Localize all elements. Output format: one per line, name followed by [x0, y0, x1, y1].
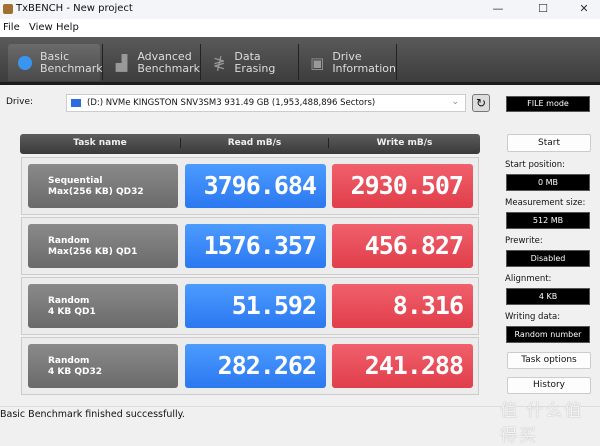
field-label: Start position:	[505, 160, 565, 170]
app-icon	[3, 4, 13, 14]
menu-bar: File View Help	[0, 19, 600, 37]
menu-file[interactable]: File	[3, 22, 20, 33]
header-write: Write mB/s	[328, 138, 480, 148]
watermark-logo: 值 什么值得买	[500, 401, 584, 446]
drive-icon: ▣	[310, 53, 325, 72]
table-row: Random 4 KB QD32 282.262 241.288	[21, 337, 479, 395]
header-task-name: Task name	[73, 138, 127, 148]
status-text: Basic Benchmark finished successfully.	[0, 409, 185, 420]
task-type: Random	[48, 236, 90, 246]
chevron-down-icon: ⌄	[451, 97, 459, 107]
tab-label: Benchmark	[40, 61, 103, 75]
stopwatch-icon	[18, 54, 32, 72]
field-label: Writing data:	[505, 312, 561, 322]
start-button[interactable]: Start	[507, 134, 591, 152]
menu-help[interactable]: Help	[56, 22, 79, 33]
tab-basic-benchmark[interactable]: Basic Benchmark	[8, 44, 103, 81]
write-speed: 241.288	[332, 344, 473, 388]
menu-view[interactable]: View	[29, 22, 53, 33]
task-type: Random	[48, 356, 90, 366]
tab-label: Data Erasing	[234, 49, 276, 75]
task-type: Sequential	[48, 176, 103, 186]
refresh-icon: ↻	[475, 96, 487, 110]
header-read: Read mB/s	[180, 138, 328, 148]
divider	[298, 44, 299, 80]
task-params: 4 KB QD1	[48, 307, 96, 317]
toolbar: Basic Benchmark ▟ Advanced Benchmark ≹ Dat…	[0, 37, 600, 85]
minimize-button[interactable]: —	[492, 2, 504, 15]
drive-select[interactable]: (D:) NVMe KINGSTON SNV3SM3 931.49 GB (1,…	[66, 94, 466, 112]
field-value: 4 KB	[506, 288, 590, 305]
field-label: Alignment:	[505, 274, 552, 284]
field-value: 512 MB	[506, 212, 590, 229]
drive-selected-value: (D:) NVMe KINGSTON SNV3SM3 931.49 GB (1,…	[87, 98, 376, 108]
write-speed: 8.316	[332, 284, 473, 328]
write-speed: 456.827	[332, 224, 473, 268]
tab-label: Information	[332, 61, 396, 75]
tab-label: Basic	[40, 49, 70, 63]
read-speed: 282.262	[185, 344, 326, 388]
field-value: Disabled	[506, 250, 590, 267]
read-speed: 3796.684	[185, 164, 326, 208]
tab-advanced-benchmark[interactable]: ▟ Advanced Benchmark	[104, 44, 200, 81]
status-bar: Basic Benchmark finished successfully.	[0, 406, 600, 420]
read-speed: 51.592	[185, 284, 326, 328]
tab-label: Drive	[332, 49, 362, 63]
tab-label: Benchmark	[137, 61, 200, 75]
table-row: Random Max(256 KB) QD1 1576.357 456.827	[21, 217, 479, 275]
task-name-button[interactable]: Random Max(256 KB) QD1	[28, 224, 178, 268]
divider	[396, 44, 397, 80]
task-name-button[interactable]: Random 4 KB QD32	[28, 344, 178, 388]
close-button[interactable]: ✕	[579, 2, 589, 15]
tab-data-erasing[interactable]: ≹ Data Erasing	[202, 44, 298, 81]
task-params: Max(256 KB) QD32	[48, 187, 144, 197]
history-button[interactable]: History	[507, 377, 591, 394]
task-params: 4 KB QD32	[48, 367, 103, 377]
read-speed: 1576.357	[185, 224, 326, 268]
title-bar: TxBENCH - New project — ☐ ✕	[0, 0, 600, 19]
bar-chart-icon: ▟	[115, 53, 128, 72]
field-label: Prewrite:	[505, 236, 543, 246]
drive-label: Drive:	[6, 97, 34, 107]
field-value: 0 MB	[506, 174, 590, 191]
task-params: Max(256 KB) QD1	[48, 247, 138, 257]
window-title: TxBENCH - New project	[16, 3, 133, 14]
tab-drive-information[interactable]: ▣ Drive Information	[300, 44, 396, 81]
drive-icon	[71, 99, 81, 107]
table-row: Sequential Max(256 KB) QD32 3796.684 2930…	[21, 157, 479, 215]
eraser-icon: ≹	[212, 53, 226, 72]
tab-label: Advanced	[137, 49, 192, 63]
task-options-button[interactable]: Task options	[507, 352, 591, 369]
write-speed: 2930.507	[332, 164, 473, 208]
field-value: Random number	[506, 326, 590, 343]
task-name-button[interactable]: Random 4 KB QD1	[28, 284, 178, 328]
refresh-button[interactable]: ↻	[472, 94, 490, 112]
task-type: Random	[48, 296, 90, 306]
file-mode-indicator: FILE mode	[506, 96, 590, 112]
field-label: Measurement size:	[505, 198, 586, 208]
divider	[102, 44, 103, 80]
maximize-button[interactable]: ☐	[538, 2, 548, 15]
divider	[200, 44, 201, 80]
task-name-button[interactable]: Sequential Max(256 KB) QD32	[28, 164, 178, 208]
table-row: Random 4 KB QD1 51.592 8.316	[21, 277, 479, 335]
table-header: Task name Read mB/s Write mB/s	[20, 134, 480, 154]
